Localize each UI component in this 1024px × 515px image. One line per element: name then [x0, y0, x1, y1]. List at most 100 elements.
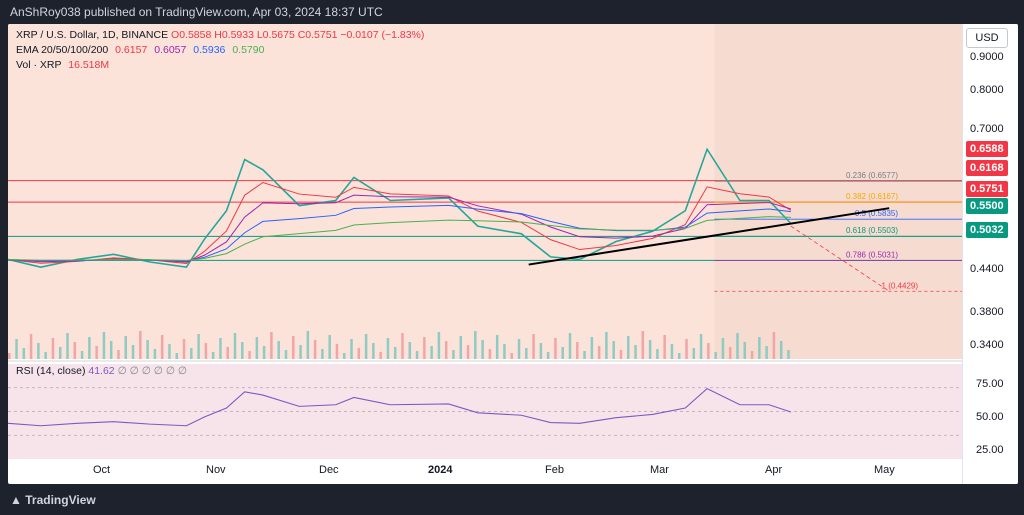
volume-bar	[728, 347, 732, 359]
volume-bar	[306, 331, 310, 359]
volume-bar	[743, 342, 747, 359]
volume-bar	[350, 339, 353, 359]
volume-bar	[211, 352, 215, 359]
volume-bar	[8, 353, 11, 359]
volume-bar	[546, 352, 550, 359]
volume-bar	[452, 350, 455, 359]
price-axis[interactable]	[962, 24, 1018, 484]
volume-bar	[415, 351, 419, 359]
volume-label[interactable]: Vol · XRP	[16, 59, 62, 71]
rsi-line	[8, 387, 792, 427]
volume-bar	[525, 348, 528, 359]
volume-bar	[190, 348, 193, 359]
volume-bar	[605, 332, 608, 359]
price-tag-0.6588: 0.6588	[966, 141, 1008, 157]
volume-bar	[648, 340, 652, 359]
volume-bar	[685, 339, 688, 359]
volume-bar	[29, 334, 33, 359]
chart-legend: XRP / U.S. Dollar, 1D, BINANCE O0.5858 H…	[16, 28, 424, 73]
volume-bar	[51, 338, 55, 359]
fib-label: 0.618 (0.5503)	[846, 226, 898, 235]
volume-bar	[430, 346, 433, 359]
volume-bar	[66, 333, 69, 359]
volume-bar	[707, 343, 710, 359]
volume-bar	[379, 352, 382, 359]
volume-bar	[153, 349, 157, 359]
price-tag-0.5032: 0.5032	[966, 222, 1008, 238]
price-chart[interactable]: 0.236 (0.6577) 0.382 (0.6167) 0.5 (0.5835)…	[8, 24, 962, 484]
tradingview-logo[interactable]: ▲​ TradingView	[10, 493, 96, 507]
tv-logo-icon: ▲​	[10, 493, 22, 507]
volume-bar	[321, 349, 324, 359]
volume-bar	[758, 337, 761, 359]
volume-bar	[466, 345, 470, 359]
volume-bar	[772, 332, 776, 359]
volume-bar	[714, 352, 717, 359]
volume-bar	[677, 353, 681, 359]
volume-bar	[88, 337, 91, 359]
volume-bar	[779, 341, 783, 359]
rsi-tick: 50.00	[976, 411, 1004, 423]
support-trendline	[528, 207, 890, 266]
fib-label: 0.786 (0.5031)	[846, 250, 898, 259]
volume-bar	[787, 350, 790, 359]
volume-bar	[146, 340, 149, 359]
volume-bar	[160, 335, 164, 359]
volume-bar	[408, 342, 412, 359]
volume-bar	[175, 353, 178, 359]
rsi-label[interactable]: RSI (14, close)	[16, 365, 86, 377]
volume-bar	[721, 338, 725, 359]
volume-bar	[699, 334, 703, 359]
volume-bar	[109, 341, 113, 359]
volume-bar	[663, 335, 666, 359]
volume-bar	[364, 334, 368, 359]
volume-bar	[22, 348, 26, 359]
price-tick: 0.3400	[970, 339, 1004, 351]
volume-bar	[277, 341, 280, 359]
time-label-mar: Mar	[650, 464, 669, 476]
volume-value: 16.518M	[68, 59, 110, 71]
time-label-dec: Dec	[319, 464, 339, 476]
time-label-oct: Oct	[93, 464, 111, 476]
volume-bar	[634, 345, 637, 359]
volume-bar	[750, 351, 754, 359]
symbol-title[interactable]: XRP / U.S. Dollar, 1D, BINANCE	[16, 29, 169, 41]
ema20-value: 0.6157	[115, 44, 148, 56]
volume-bar	[437, 332, 441, 359]
footer-bar: ▲​ TradingView	[0, 484, 1024, 515]
rsi-pane-bg	[8, 364, 962, 459]
volume-bar	[386, 338, 390, 359]
volume-bar	[44, 352, 47, 359]
price-tick: 0.8000	[970, 84, 1004, 96]
currency-button[interactable]: USD	[966, 28, 1008, 48]
volume-bar	[765, 346, 768, 359]
volume-bar	[568, 333, 572, 359]
volume-bar	[670, 344, 674, 359]
volume-bar	[342, 353, 346, 359]
volume-bar	[233, 333, 237, 359]
volume-bar	[627, 336, 630, 359]
volume-bar	[393, 347, 397, 359]
volume-bar	[554, 338, 557, 359]
volume-bar	[576, 342, 579, 359]
volume-bar	[262, 346, 266, 359]
ema-label[interactable]: EMA 20/50/100/200	[16, 44, 109, 56]
volume-bar	[539, 343, 543, 359]
volume-bar	[80, 351, 84, 359]
price-tick: 0.7000	[970, 123, 1004, 135]
volume-bar	[656, 349, 659, 359]
volume-bar	[270, 332, 273, 359]
volume-bar	[488, 349, 492, 359]
volume-bar	[292, 336, 295, 359]
ema-line	[8, 216, 791, 262]
volume-bar	[612, 341, 615, 359]
volume-bar	[328, 335, 331, 359]
price-tick: 0.3800	[970, 306, 1004, 318]
volume-bar	[444, 341, 448, 359]
volume-bar	[95, 346, 98, 359]
volume-bar	[248, 351, 251, 359]
volume-bar	[219, 338, 222, 359]
volume-bar	[102, 332, 106, 359]
volume-bar	[619, 350, 623, 359]
volume-bar	[226, 347, 229, 359]
